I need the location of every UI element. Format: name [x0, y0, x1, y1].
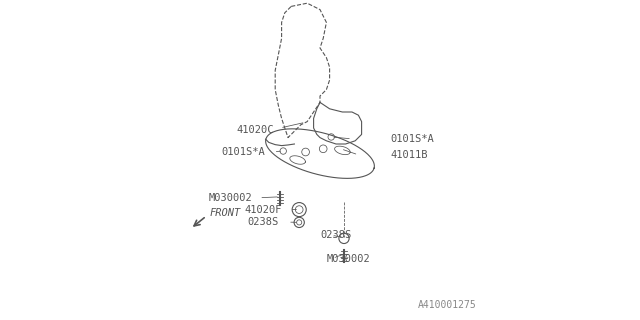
Text: 41011B: 41011B	[390, 150, 428, 160]
Text: 0101S*A: 0101S*A	[390, 134, 434, 144]
Text: 41020F: 41020F	[244, 204, 282, 215]
Text: 0101S*A: 0101S*A	[222, 147, 266, 157]
Text: 0238S: 0238S	[247, 217, 278, 228]
Text: A410001275: A410001275	[418, 300, 477, 310]
Text: 41020C: 41020C	[236, 124, 274, 135]
Text: FRONT: FRONT	[210, 208, 241, 218]
Text: 0238S: 0238S	[320, 230, 351, 240]
Text: M030002: M030002	[326, 254, 370, 264]
Text: M030002: M030002	[209, 193, 253, 204]
